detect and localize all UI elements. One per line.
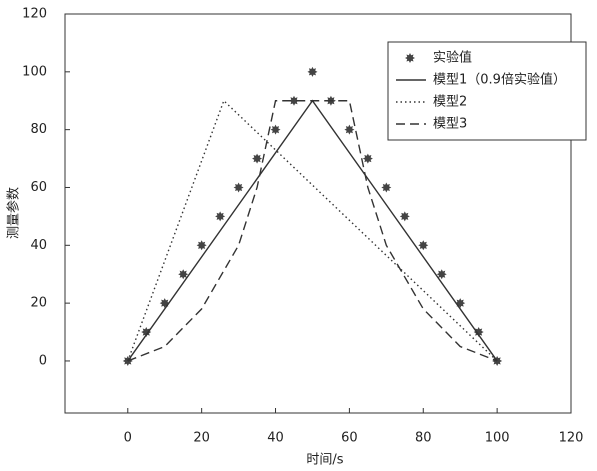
data-point xyxy=(196,240,207,251)
y-tick-label: 100 xyxy=(22,64,47,79)
data-point xyxy=(344,124,355,135)
y-tick-label: 20 xyxy=(30,296,47,311)
y-tick-label: 80 xyxy=(30,122,47,137)
y-tick-label: 120 xyxy=(22,7,47,22)
x-tick-label: 40 xyxy=(267,431,284,446)
legend-box xyxy=(387,41,587,141)
plot-frame xyxy=(64,13,572,414)
data-point xyxy=(178,269,189,280)
data-point xyxy=(362,153,373,164)
legend-label: 实验值 xyxy=(433,50,472,66)
data-point xyxy=(307,66,318,77)
data-point xyxy=(233,182,244,193)
x-tick-label: 60 xyxy=(341,431,358,446)
x-tick-label: 20 xyxy=(193,431,210,446)
series-line xyxy=(127,100,498,362)
x-tick-label: 0 xyxy=(124,431,132,446)
data-point xyxy=(436,269,447,280)
data-point xyxy=(141,327,152,338)
data-point xyxy=(215,211,226,222)
legend-label: 模型2 xyxy=(433,95,467,110)
legend-label: 模型1（0.9倍实验值） xyxy=(433,72,566,88)
y-tick-label: 40 xyxy=(30,238,47,253)
y-tick-label: 60 xyxy=(30,180,47,195)
y-axis-label: 测量参数 xyxy=(6,187,22,239)
data-point xyxy=(381,182,392,193)
legend-marker xyxy=(405,53,415,63)
data-point xyxy=(473,327,484,338)
x-tick-label: 100 xyxy=(485,431,510,446)
data-point xyxy=(270,124,281,135)
data-point xyxy=(252,153,263,164)
x-tick-label: 80 xyxy=(415,431,432,446)
x-tick-label: 120 xyxy=(559,431,584,446)
x-axis-label: 时间/s xyxy=(306,453,343,468)
data-point xyxy=(418,240,429,251)
legend-label: 模型3 xyxy=(433,117,467,132)
data-point xyxy=(399,211,410,222)
data-point xyxy=(122,355,133,366)
y-tick-label: 0 xyxy=(39,353,47,368)
data-point xyxy=(288,95,299,106)
